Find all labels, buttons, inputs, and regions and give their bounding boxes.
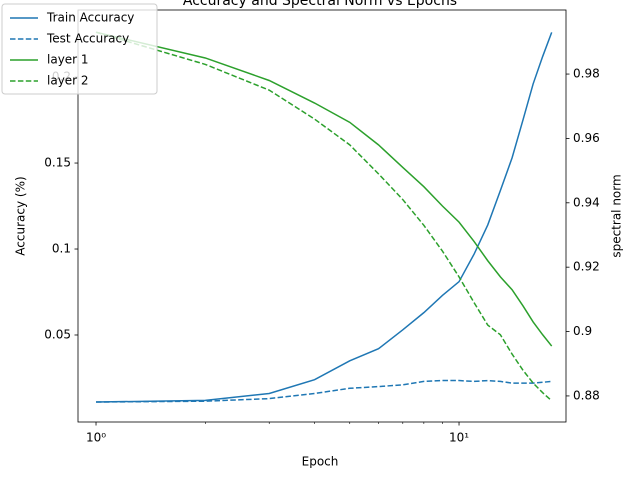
y-tick-label: 0.05 xyxy=(44,327,71,341)
y2-tick-label: 0.92 xyxy=(573,260,600,274)
y2-tick-label: 0.88 xyxy=(573,388,600,402)
y2-tick-label: 0.94 xyxy=(573,195,600,209)
legend-label: layer 1 xyxy=(47,53,89,67)
chart-title: Accuracy and Spectral Norm vs Epochs xyxy=(183,0,457,9)
y2-axis-label: spectral norm xyxy=(610,174,624,257)
y2-tick-label: 0.98 xyxy=(573,67,600,81)
x-tick-label: 10¹ xyxy=(449,431,469,445)
x-tick-label: 10⁰ xyxy=(86,431,106,445)
series-line xyxy=(95,31,553,402)
y2-tick-label: 0.9 xyxy=(573,324,592,338)
legend-label: Test Accuracy xyxy=(46,32,129,46)
series-line xyxy=(96,32,553,403)
y-axis-label: Accuracy (%) xyxy=(14,176,28,255)
y-tick-label: 0.1 xyxy=(52,242,71,256)
x-axis-label: Epoch xyxy=(302,455,339,469)
legend-box xyxy=(1,3,158,95)
legend-label: layer 2 xyxy=(47,74,89,88)
plot-frame xyxy=(77,9,567,423)
y2-tick-label: 0.96 xyxy=(573,131,600,145)
y-tick-label: 0.15 xyxy=(44,156,71,170)
series-line xyxy=(95,31,553,347)
series-line xyxy=(96,379,552,403)
legend-label: Train Accuracy xyxy=(46,11,134,25)
